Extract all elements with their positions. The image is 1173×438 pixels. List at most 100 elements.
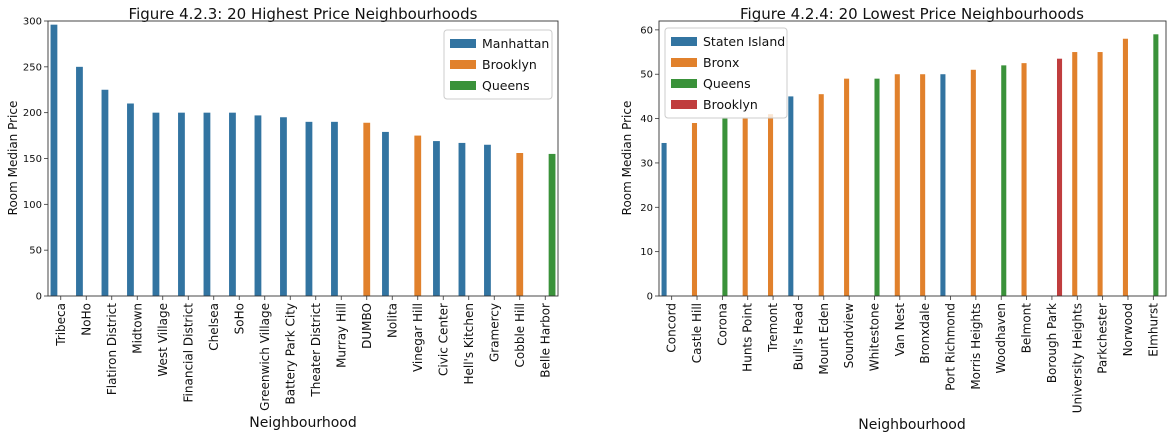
x-tick-label: Murray Hill bbox=[334, 303, 348, 368]
chart-1-x-axis: Tribeca NoHo Flatiron District Midtown West … bbox=[54, 296, 552, 411]
bar-vinegar-hill bbox=[414, 135, 422, 296]
bar-flatiron-district bbox=[101, 89, 109, 296]
bar-mount-eden bbox=[818, 94, 824, 296]
x-tick-label: Whitestone bbox=[867, 303, 881, 371]
bar-port-richmond bbox=[940, 74, 946, 297]
bar-nolita bbox=[382, 131, 389, 296]
bar-battery-park-city bbox=[280, 117, 287, 296]
bar-tribeca bbox=[50, 24, 58, 297]
x-tick-label: Hunts Point bbox=[741, 303, 755, 372]
bar-van-nest bbox=[894, 74, 900, 297]
bar-gramercy bbox=[484, 144, 491, 296]
y-tick-label: 100 bbox=[23, 200, 42, 211]
y-tick-label: 0 bbox=[647, 292, 653, 303]
bar-greenwich-village bbox=[254, 115, 262, 297]
bar-castle-hill bbox=[691, 123, 698, 296]
legend-swatch bbox=[450, 81, 476, 90]
x-tick-label: Van Nest bbox=[893, 303, 907, 357]
legend-swatch bbox=[671, 37, 697, 46]
bar-dumbo bbox=[363, 122, 371, 296]
bar-west-village bbox=[152, 112, 160, 297]
y-tick-label: 50 bbox=[29, 246, 42, 257]
bar-hell-s-kitchen bbox=[458, 142, 466, 296]
bar-midtown bbox=[127, 103, 134, 296]
x-tick-label: Mount Eden bbox=[817, 303, 831, 375]
x-tick-label: DUMBO bbox=[360, 303, 374, 349]
y-tick-label: 10 bbox=[640, 247, 653, 258]
x-tick-label: Norwood bbox=[1121, 303, 1135, 356]
y-tick-label: 30 bbox=[640, 158, 653, 169]
legend-entry-label: Queens bbox=[703, 76, 751, 91]
chart-2-frame bbox=[658, 20, 1167, 297]
bar-morris-heights bbox=[970, 69, 976, 297]
x-tick-label: Morris Heights bbox=[969, 303, 983, 390]
x-tick-label: Bronxdale bbox=[918, 303, 932, 364]
x-tick-label: Financial District bbox=[181, 303, 195, 403]
x-tick-label: Civic Center bbox=[436, 303, 450, 376]
x-tick-label: Tribeca bbox=[54, 303, 68, 347]
bar-concord bbox=[661, 142, 667, 296]
y-tick-label: 50 bbox=[640, 70, 653, 81]
legend-swatch bbox=[450, 39, 476, 48]
chart-2-legend: Staten Island Bronx Queens Brooklyn bbox=[664, 27, 788, 119]
x-tick-label: Woodhaven bbox=[994, 303, 1008, 374]
x-tick-label: University Heights bbox=[1070, 303, 1084, 413]
x-tick-label: Theater District bbox=[309, 303, 323, 398]
chart-1-title: Figure 4.2.3: 20 Highest Price Neighbour… bbox=[129, 5, 478, 23]
chart-2-x-axis-label: Neighbourhood bbox=[858, 417, 965, 433]
legend-swatch bbox=[671, 100, 697, 109]
y-tick-label: 150 bbox=[23, 154, 42, 165]
x-tick-label: Tremont bbox=[766, 303, 780, 353]
x-tick-label: Flatiron District bbox=[105, 303, 119, 395]
chart-2-title: Figure 4.2.4: 20 Lowest Price Neighbourh… bbox=[740, 5, 1084, 23]
y-tick-label: 300 bbox=[23, 17, 42, 28]
x-tick-label: Soundview bbox=[842, 303, 856, 369]
legend-swatch bbox=[450, 60, 476, 69]
bar-belmont bbox=[1021, 63, 1027, 296]
chart-1-y-axis-label: Room Median Price bbox=[6, 101, 20, 216]
legend-entry-label: Brooklyn bbox=[703, 97, 758, 112]
y-tick-label: 60 bbox=[640, 25, 653, 36]
x-tick-label: Elmhurst bbox=[1146, 303, 1160, 357]
bar-murray-hill bbox=[331, 121, 338, 296]
x-tick-label: Hell's Kitchen bbox=[462, 303, 476, 385]
bar-norwood bbox=[1122, 38, 1128, 296]
chart-1-frame bbox=[47, 20, 559, 297]
x-tick-label: Belle Harbor bbox=[538, 303, 552, 378]
chart-1-legend: Manhattan Brooklyn Queens bbox=[443, 29, 553, 100]
chart-highest-price: Figure 4.2.3: 20 Highest Price Neighbour… bbox=[6, 5, 559, 431]
bar-cobble-hill bbox=[516, 153, 524, 296]
chart-1-bars bbox=[50, 24, 556, 297]
legend-swatch bbox=[671, 79, 697, 88]
legend-box bbox=[664, 27, 788, 119]
bar-civic-center bbox=[433, 141, 440, 296]
x-tick-label: Greenwich Village bbox=[258, 303, 272, 411]
bar-parkchester bbox=[1097, 52, 1103, 296]
x-tick-label: Vinegar Hill bbox=[411, 303, 425, 372]
chart-2-x-axis: Concord Castle Hill Corona Hunts Point Tremo… bbox=[665, 296, 1160, 413]
bar-soho bbox=[229, 112, 236, 297]
x-tick-label: Cobble Hill bbox=[513, 303, 527, 368]
bar-corona bbox=[722, 118, 728, 296]
chart-2-bars bbox=[661, 34, 1159, 297]
legend-swatch bbox=[671, 58, 697, 67]
bar-whitestone bbox=[874, 78, 880, 297]
bar-chelsea bbox=[203, 112, 211, 297]
y-tick-label: 250 bbox=[23, 62, 42, 73]
x-tick-label: NoHo bbox=[79, 303, 93, 336]
x-tick-label: Gramercy bbox=[487, 303, 501, 362]
bar-borough-park bbox=[1056, 58, 1063, 296]
x-tick-label: Nolita bbox=[385, 303, 399, 338]
chart-1-y-axis: 0 50 100 150 200 250 300 bbox=[23, 17, 48, 303]
x-tick-label: Castle Hill bbox=[690, 303, 704, 363]
legend-entry-label: Queens bbox=[482, 78, 530, 93]
x-tick-label: Bull's Head bbox=[791, 303, 805, 370]
bar-financial-district bbox=[178, 112, 185, 297]
chart-2-y-axis: 0 10 20 30 40 50 60 bbox=[640, 25, 659, 303]
bar-noho bbox=[76, 66, 83, 296]
bar-theater-district bbox=[305, 121, 313, 296]
y-tick-label: 20 bbox=[640, 203, 653, 214]
y-tick-label: 0 bbox=[36, 292, 42, 303]
x-tick-label: Chelsea bbox=[207, 303, 221, 351]
